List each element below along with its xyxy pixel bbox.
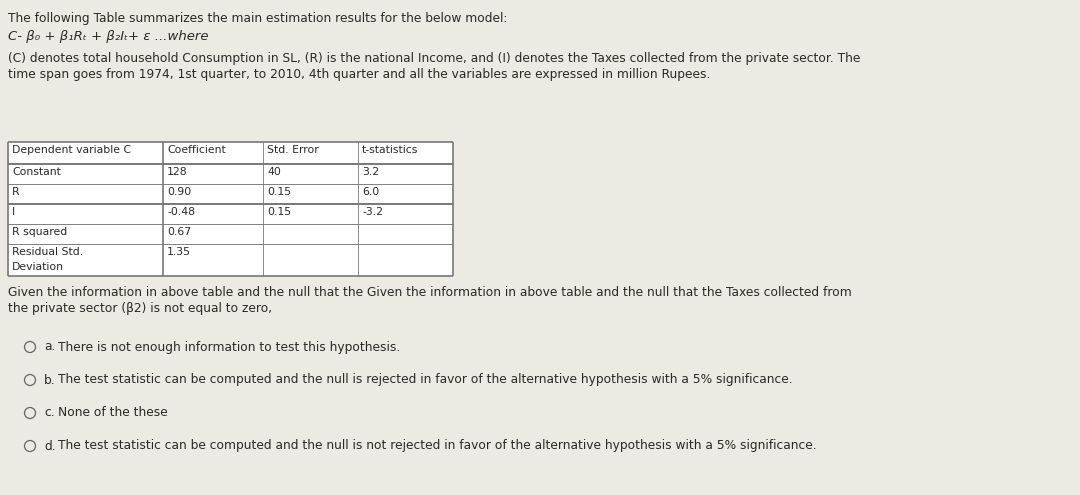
- Text: None of the these: None of the these: [58, 406, 167, 419]
- Text: -3.2: -3.2: [362, 207, 383, 217]
- Bar: [163, 204, 264, 224]
- Bar: [163, 164, 264, 184]
- Bar: [8, 184, 163, 204]
- Bar: [357, 164, 453, 184]
- Bar: [264, 204, 357, 224]
- Text: time span goes from 1974, 1st quarter, to 2010, 4th quarter and all the variable: time span goes from 1974, 1st quarter, t…: [8, 68, 711, 81]
- Text: Std. Error: Std. Error: [267, 145, 319, 155]
- Text: Constant: Constant: [12, 167, 60, 177]
- Text: The test statistic can be computed and the null is not rejected in favor of the : The test statistic can be computed and t…: [58, 440, 816, 452]
- Text: Coefficient: Coefficient: [167, 145, 226, 155]
- Bar: [264, 224, 357, 244]
- Bar: [264, 142, 357, 164]
- Bar: [264, 184, 357, 204]
- Bar: [163, 244, 264, 276]
- Bar: [163, 142, 264, 164]
- Text: The following Table summarizes the main estimation results for the below model:: The following Table summarizes the main …: [8, 12, 508, 25]
- Text: 0.15: 0.15: [267, 187, 292, 197]
- Text: 6.0: 6.0: [362, 187, 379, 197]
- Bar: [163, 184, 264, 204]
- Text: 0.15: 0.15: [267, 207, 292, 217]
- Text: 128: 128: [167, 167, 188, 177]
- Text: R squared: R squared: [12, 227, 67, 237]
- Text: There is not enough information to test this hypothesis.: There is not enough information to test …: [58, 341, 401, 353]
- Bar: [264, 164, 357, 184]
- Text: 40: 40: [267, 167, 281, 177]
- Bar: [264, 244, 357, 276]
- Text: c.: c.: [44, 406, 55, 419]
- Text: Dependent variable C: Dependent variable C: [12, 145, 131, 155]
- Text: 0.90: 0.90: [167, 187, 191, 197]
- Text: 1.35: 1.35: [167, 247, 191, 257]
- Bar: [8, 142, 163, 164]
- Text: (C) denotes total household Consumption in SL, (R) is the national Income, and (: (C) denotes total household Consumption …: [8, 52, 861, 65]
- Text: the private sector (β2) is not equal to zero,: the private sector (β2) is not equal to …: [8, 302, 272, 315]
- Bar: [8, 244, 163, 276]
- Bar: [357, 184, 453, 204]
- Text: R: R: [12, 187, 19, 197]
- Text: Deviation: Deviation: [12, 261, 64, 272]
- Text: Residual Std.: Residual Std.: [12, 247, 83, 257]
- Bar: [8, 204, 163, 224]
- Text: C- β₀ + β₁Rₜ + β₂Iₜ+ ε ...where: C- β₀ + β₁Rₜ + β₂Iₜ+ ε ...where: [8, 30, 208, 43]
- Bar: [8, 164, 163, 184]
- Text: d.: d.: [44, 440, 56, 452]
- Text: 3.2: 3.2: [362, 167, 379, 177]
- Text: -0.48: -0.48: [167, 207, 195, 217]
- Bar: [357, 244, 453, 276]
- Text: t-statistics: t-statistics: [362, 145, 418, 155]
- Text: I: I: [12, 207, 15, 217]
- Bar: [357, 204, 453, 224]
- Text: The test statistic can be computed and the null is rejected in favor of the alte: The test statistic can be computed and t…: [58, 374, 793, 387]
- Bar: [8, 224, 163, 244]
- Text: a.: a.: [44, 341, 55, 353]
- Bar: [357, 224, 453, 244]
- Text: 0.67: 0.67: [167, 227, 191, 237]
- Bar: [163, 224, 264, 244]
- Text: Given the information in above table and the null that the Given the information: Given the information in above table and…: [8, 286, 852, 299]
- Bar: [357, 142, 453, 164]
- Text: b.: b.: [44, 374, 56, 387]
